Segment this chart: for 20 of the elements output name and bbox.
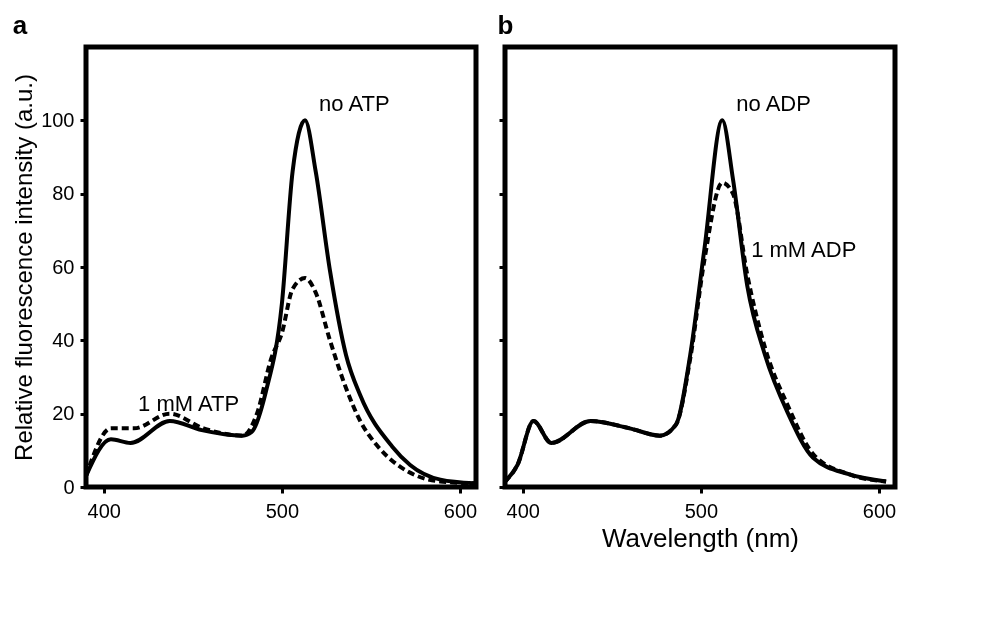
y-tick-label: 20 bbox=[52, 402, 75, 425]
y-tick-label: 80 bbox=[52, 182, 75, 205]
series-label: 1 mM ADP bbox=[751, 237, 857, 263]
series-label: no ATP bbox=[319, 91, 390, 117]
x-tick-label: 400 bbox=[87, 499, 121, 522]
x-tick-label: 500 bbox=[265, 499, 300, 522]
x-tick-label: 600 bbox=[862, 499, 897, 522]
y-tick-label: 100 bbox=[41, 108, 75, 131]
chart-title: a bbox=[12, 10, 28, 40]
y-tick-label: 0 bbox=[63, 475, 75, 498]
series-label: no ADP bbox=[736, 91, 811, 117]
x-axis-title: Wavelength (nm) bbox=[602, 522, 799, 553]
y-tick-label: 40 bbox=[52, 328, 75, 351]
y-axis-title: Relative fluorescence intensity (a.u.) bbox=[10, 74, 38, 461]
x-tick-label: 400 bbox=[506, 499, 540, 522]
series-label: 1 mM ATP bbox=[138, 391, 240, 417]
x-tick-label: 500 bbox=[684, 499, 719, 522]
chart-title: b bbox=[497, 10, 514, 40]
x-tick-label: 600 bbox=[443, 499, 478, 522]
y-tick-label: 60 bbox=[52, 255, 75, 278]
